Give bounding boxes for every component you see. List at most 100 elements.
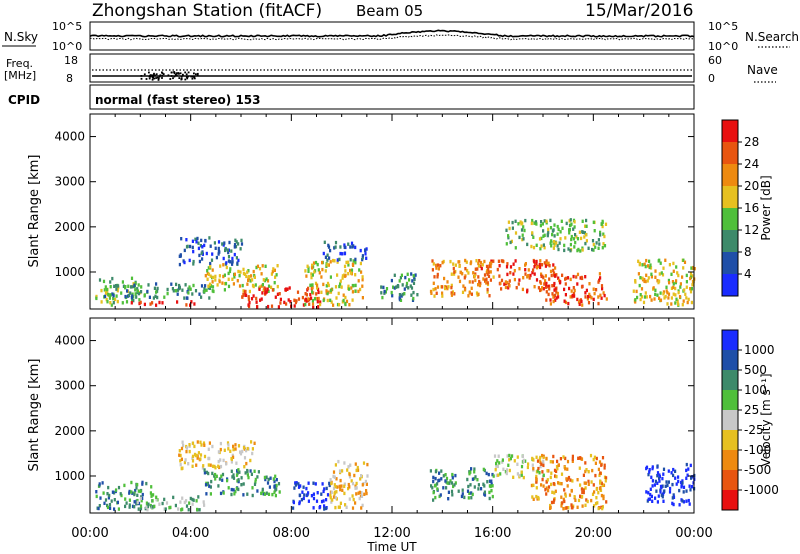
heatmap-cell [601,287,604,291]
heatmap-cell [236,479,239,483]
heatmap-cell [227,259,230,263]
heatmap-cell [277,305,280,309]
heatmap-cell [350,241,354,245]
heatmap-cell [237,479,240,484]
heatmap-cell [316,283,319,287]
heatmap-cell [214,477,217,481]
heatmap-cell [598,242,601,246]
heatmap-cell [326,253,329,257]
heatmap-cell [355,481,358,486]
heatmap-cell [597,301,600,306]
heatmap-cell [672,467,675,472]
heatmap-cell [336,273,339,277]
heatmap-cell [662,290,665,294]
heatmap-cell [133,492,136,497]
heatmap-cell [538,262,541,267]
heatmap-cell [535,494,538,499]
heatmap-cell [533,260,536,264]
heatmap-cell [183,460,186,465]
heatmap-cell [569,478,572,482]
heatmap-cell [95,294,98,299]
heatmap-cell [580,299,583,304]
heatmap-cell [450,291,453,295]
heatmap-cell [349,463,352,467]
heatmap-cell [678,295,682,299]
heatmap-cell [544,283,547,287]
freq-dot [174,73,177,76]
heatmap-cell [553,288,556,292]
heatmap-cell [452,262,455,266]
heatmap-cell [568,219,571,223]
heatmap-cell [432,262,435,266]
heatmap-cell [532,245,536,250]
heatmap-cell [685,489,688,493]
heatmap-cell [579,483,582,487]
heatmap-cell [204,274,207,278]
heatmap-cell [530,221,533,226]
heatmap-cell [505,468,508,472]
heatmap-cell [581,495,584,499]
heatmap-cell [335,296,338,300]
heatmap-cell [526,242,529,247]
heatmap-cell [214,278,217,282]
heatmap-cell [527,268,530,272]
heatmap-cell [200,251,203,255]
heatmap-cell [666,302,669,306]
heatmap-cell [601,246,604,250]
heatmap-cell [679,282,682,286]
heatmap-cell [685,273,688,278]
heatmap-cell [234,447,237,451]
heatmap-cell [270,272,273,276]
heatmap-cell [398,293,401,297]
heatmap-cell [463,495,466,500]
heatmap-cell [229,449,232,453]
heatmap-cell [141,482,144,486]
heatmap-cell [230,457,233,461]
heatmap-cell [527,274,530,278]
heatmap-cell [360,506,363,510]
heatmap-cell [296,290,300,294]
heatmap-cell [573,288,576,293]
heatmap-cell [584,486,587,490]
heatmap-cell [116,299,119,304]
heatmap-cell [573,225,576,229]
heatmap-cell [583,481,586,485]
heatmap-cell [483,484,486,488]
heatmap-cell [565,506,568,510]
heatmap-cell [219,491,223,496]
heatmap-cell [595,288,598,292]
heatmap-cell [541,477,544,482]
heatmap-cell [601,456,605,460]
colorbar-tick-label: 24 [744,157,759,171]
heatmap-cell [253,441,256,445]
heatmap-cell [307,269,310,273]
heatmap-cell [413,277,416,281]
heatmap-cell [208,456,211,461]
heatmap-cell [244,289,247,294]
heatmap-cell [326,281,330,286]
heatmap-cell [244,471,247,475]
heatmap-cell [356,465,359,470]
heatmap-cell [431,268,434,272]
heatmap-cell [251,447,254,451]
heatmap-cell [209,492,212,496]
heatmap-cell [364,248,367,252]
heatmap-cell [108,503,112,507]
heatmap-cell [573,495,576,499]
heatmap-cell [112,293,115,298]
heatmap-cell [496,267,499,272]
heatmap-cell [500,287,503,291]
heatmap-cell [659,484,663,489]
heatmap-cell [658,476,661,481]
heatmap-cell [207,471,210,476]
colorbar-swatch [722,430,738,451]
freq-dot [193,77,196,80]
heatmap-cell [186,296,189,300]
heatmap-cell [272,477,275,481]
heatmap-cell [293,486,296,490]
heatmap-cell [470,292,473,296]
nave-bottom-tick: 0 [708,72,715,85]
heatmap-cell [562,497,565,502]
heatmap-cell [582,473,585,477]
colorbar-swatch [722,450,738,471]
